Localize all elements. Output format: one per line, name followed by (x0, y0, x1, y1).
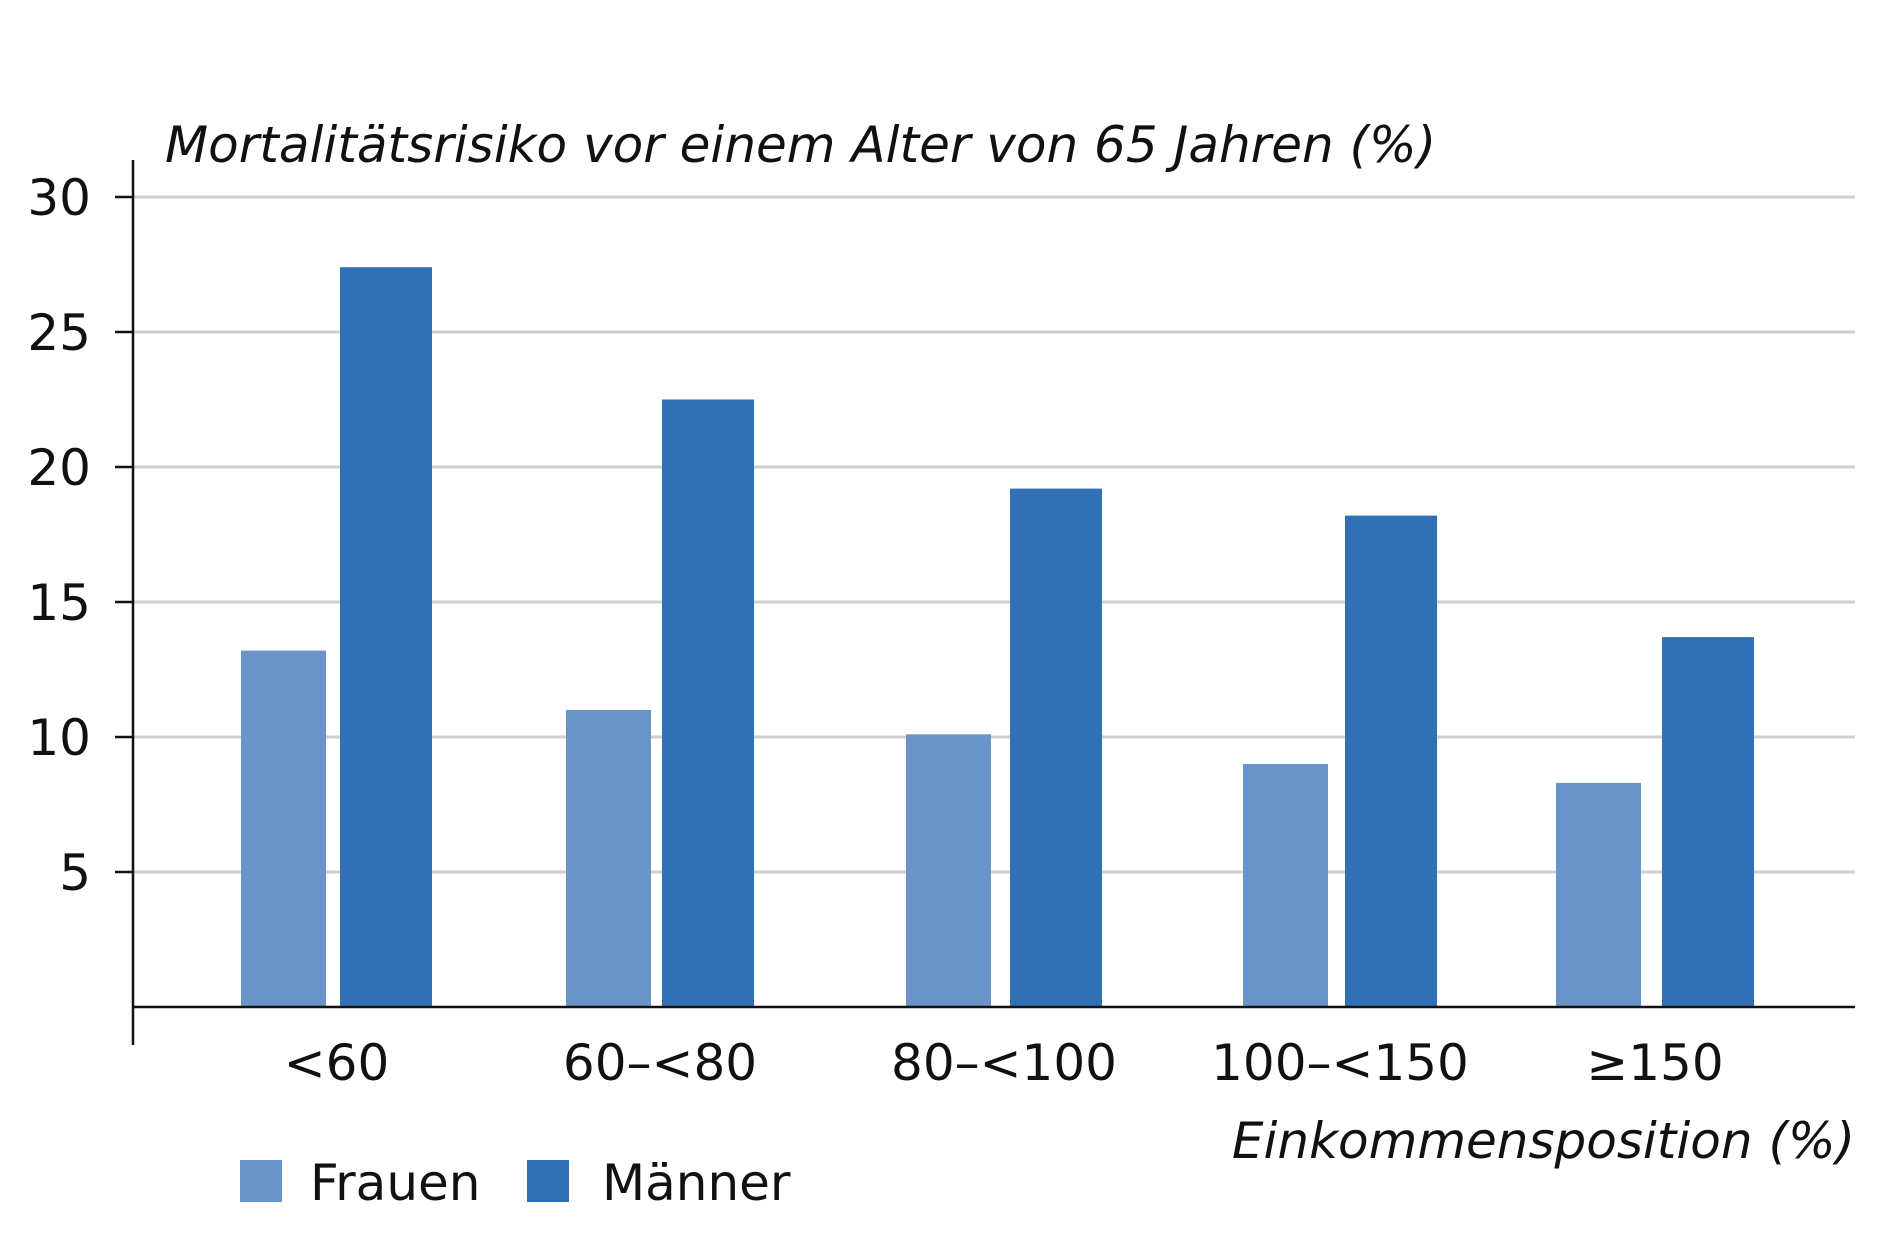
x-tick-label: 80–<100 (891, 1034, 1117, 1092)
bar-maenner-0 (340, 267, 432, 1007)
bar-frauen-3 (1243, 764, 1328, 1007)
x-axis-label: Einkommensposition (%) (1232, 1112, 1855, 1170)
y-tick-label: 30 (27, 169, 91, 227)
x-tick-label: ≥150 (1586, 1034, 1723, 1092)
legend-swatch-frauen (240, 1160, 282, 1202)
bar-maenner-1 (662, 399, 754, 1007)
y-tick-label: 25 (27, 304, 91, 362)
bars (241, 267, 1754, 1008)
bar-frauen-2 (906, 734, 991, 1007)
bar-frauen-0 (241, 650, 326, 1007)
bar-maenner-4 (1662, 637, 1754, 1007)
x-tick-label: 60–<80 (563, 1034, 757, 1092)
y-tick-label: 10 (27, 709, 91, 767)
bar-maenner-2 (1010, 488, 1102, 1008)
legend-label-frauen: Frauen (310, 1154, 480, 1212)
bar-frauen-4 (1556, 782, 1641, 1007)
y-tick-label: 5 (59, 844, 91, 902)
bar-frauen-1 (566, 710, 651, 1007)
y-axis-label: Mortalitätsrisiko vor einem Alter von 65… (165, 116, 1436, 174)
x-tick-label: 100–<150 (1211, 1034, 1469, 1092)
tick-labels: 5 10 15 20 25 30 <60 60–<80 80–<100 100–<150 ≥150 (27, 169, 1723, 1092)
axes (115, 160, 1855, 1045)
legend-label-maenner: Männer (602, 1154, 791, 1212)
y-tick-label: 20 (27, 439, 91, 497)
y-tick-label: 15 (27, 574, 91, 632)
legend: Frauen Männer (240, 1154, 791, 1212)
legend-swatch-maenner (527, 1160, 569, 1202)
bar-maenner-3 (1345, 515, 1437, 1007)
x-tick-label: <60 (284, 1034, 390, 1092)
